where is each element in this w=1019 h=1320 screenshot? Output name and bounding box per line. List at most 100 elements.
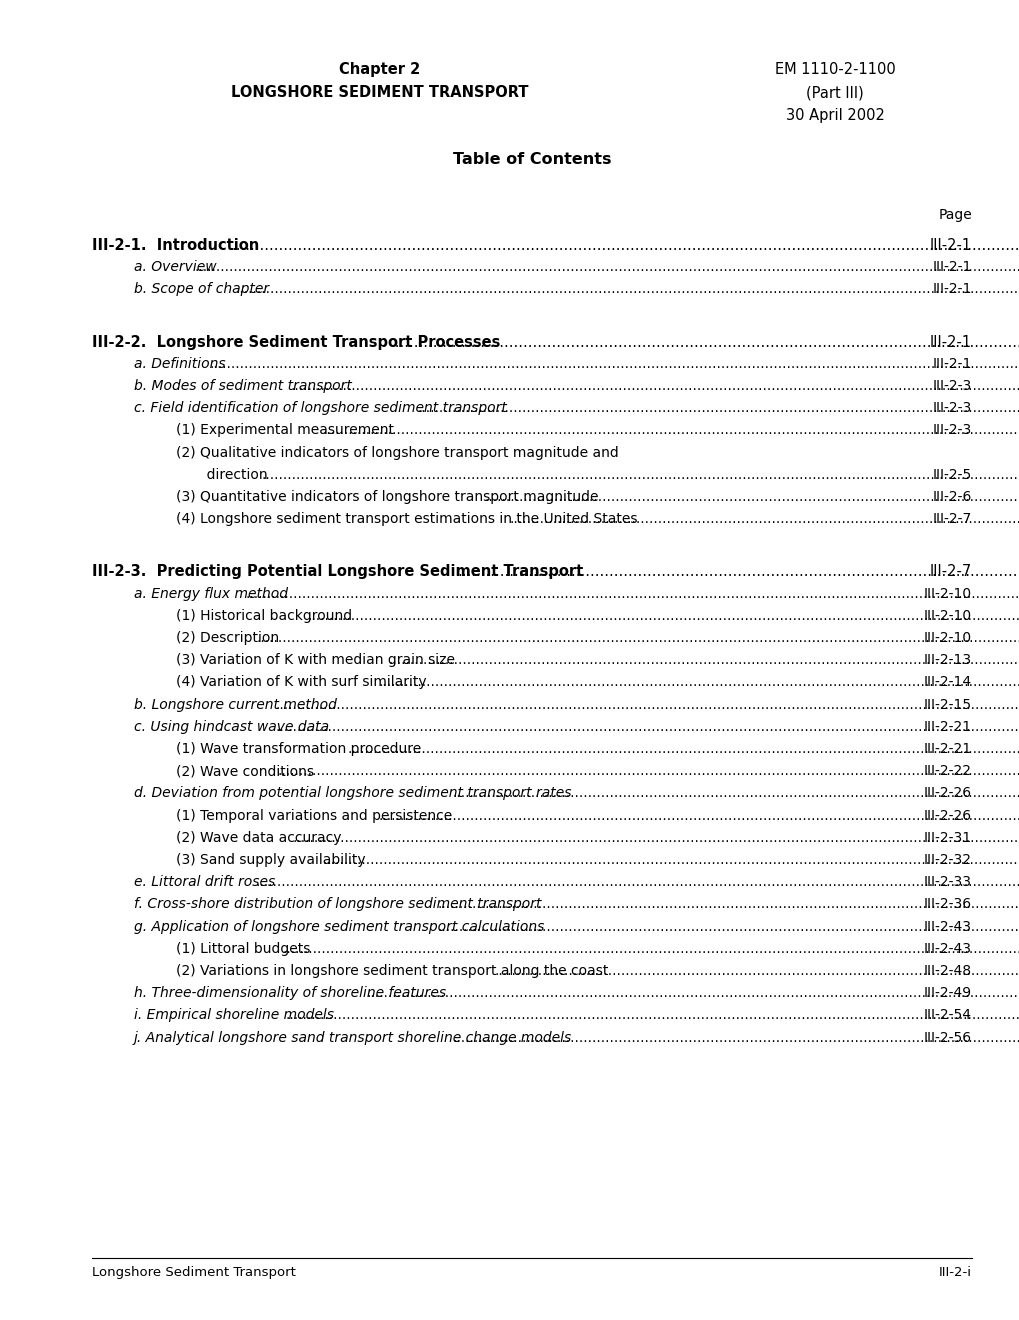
Text: (4) Longshore sediment transport estimations in the United States: (4) Longshore sediment transport estimat… [176,512,637,527]
Text: III-2-i: III-2-i [938,1266,971,1279]
Text: ................................................................................: ........................................… [452,1031,1019,1044]
Text: III-2-21: III-2-21 [923,719,971,734]
Text: III-2-31: III-2-31 [923,830,971,845]
Text: f. Cross-shore distribution of longshore sediment transport: f. Cross-shore distribution of longshore… [133,898,541,911]
Text: (2) Qualitative indicators of longshore transport magnitude and: (2) Qualitative indicators of longshore … [176,446,619,459]
Text: a. Definitions: a. Definitions [133,356,225,371]
Text: ................................................................................: ........................................… [255,875,1019,890]
Text: III-2-3: III-2-3 [931,424,971,437]
Text: III-2-48: III-2-48 [923,964,971,978]
Text: ................................................................................: ........................................… [437,898,1019,911]
Text: LONGSHORE SEDIMENT TRANSPORT: LONGSHORE SEDIMENT TRANSPORT [231,84,528,100]
Text: (1) Experimental measurement: (1) Experimental measurement [176,424,393,437]
Text: (2) Wave data accuracy: (2) Wave data accuracy [176,830,341,845]
Text: h. Three-dimensionality of shoreline features: h. Three-dimensionality of shoreline fea… [133,986,445,1001]
Text: ................................................................................: ........................................… [291,830,1019,845]
Text: III-2-3: III-2-3 [931,379,971,393]
Text: III-2-10: III-2-10 [923,586,971,601]
Text: (2) Wave conditions: (2) Wave conditions [176,764,314,779]
Text: III-2-22: III-2-22 [923,764,971,779]
Text: III-2-14: III-2-14 [923,676,971,689]
Text: ................................................................................: ........................................… [307,609,1019,623]
Text: (4) Variation of K with surf similarity: (4) Variation of K with surf similarity [176,676,426,689]
Text: ................................................................................: ........................................… [275,697,1019,711]
Text: ................................................................................: ........................................… [347,742,1019,756]
Text: Chapter 2: Chapter 2 [339,62,420,77]
Text: III-2-26: III-2-26 [923,787,971,800]
Text: ................................................................................: ........................................… [510,512,1019,527]
Text: III-2-1: III-2-1 [931,356,971,371]
Text: III-2-56: III-2-56 [923,1031,971,1044]
Text: III-2-21: III-2-21 [923,742,971,756]
Text: d. Deviation from potential longshore sediment transport rates: d. Deviation from potential longshore se… [133,787,571,800]
Text: ................................................................................: ........................................… [417,401,1019,416]
Text: ................................................................................: ........................................… [322,424,1019,437]
Text: EM 1110-2-1100: EM 1110-2-1100 [773,62,895,77]
Text: b. Modes of sediment transport: b. Modes of sediment transport [133,379,352,393]
Text: ................................................................................: ........................................… [257,631,1019,645]
Text: III-2-15: III-2-15 [923,697,971,711]
Text: direction: direction [176,467,267,482]
Text: (2) Description: (2) Description [176,631,279,645]
Text: ................................................................................: ........................................… [378,809,1019,822]
Text: III-2-1.  Introduction: III-2-1. Introduction [92,238,259,253]
Text: ................................................................................: ........................................… [378,676,1019,689]
Text: (Part III): (Part III) [805,84,863,100]
Text: (1) Wave transformation procedure: (1) Wave transformation procedure [176,742,421,756]
Text: (1) Littoral budgets: (1) Littoral budgets [176,941,310,956]
Text: 30 April 2002: 30 April 2002 [785,108,883,123]
Text: III-2-3: III-2-3 [931,401,971,416]
Text: (2) Variations in longshore sediment transport along the coast: (2) Variations in longshore sediment tra… [176,964,607,978]
Text: e. Littoral drift roses: e. Littoral drift roses [133,875,275,890]
Text: ................................................................................: ........................................… [290,379,1019,393]
Text: ................................................................................: ........................................… [452,787,1019,800]
Text: ................................................................................: ........................................… [322,853,1019,867]
Text: b. Scope of chapter: b. Scope of chapter [133,282,269,297]
Text: c. Field identification of longshore sediment transport: c. Field identification of longshore sed… [133,401,506,416]
Text: Table of Contents: Table of Contents [452,152,610,168]
Text: (3) Variation of K with median grain size: (3) Variation of K with median grain siz… [176,653,454,667]
Text: III-2-10: III-2-10 [923,631,971,645]
Text: ................................................................................: ........................................… [282,941,1019,956]
Text: i. Empirical shoreline models: i. Empirical shoreline models [133,1008,333,1023]
Text: ................................................................................: ........................................… [210,356,1019,371]
Text: ................................................................................: ........................................… [457,565,1019,579]
Text: Longshore Sediment Transport: Longshore Sediment Transport [92,1266,296,1279]
Text: (3) Quantitative indicators of longshore transport magnitude: (3) Quantitative indicators of longshore… [176,490,598,504]
Text: a. Overview: a. Overview [133,260,216,275]
Text: III-2-33: III-2-33 [923,875,971,890]
Text: Page: Page [937,209,971,222]
Text: ................................................................................: ........................................… [234,282,1019,297]
Text: III-2-6: III-2-6 [931,490,971,504]
Text: ................................................................................: ........................................… [262,467,1019,482]
Text: ................................................................................: ........................................… [388,653,1019,667]
Text: ................................................................................: ........................................… [437,920,1019,933]
Text: III-2-54: III-2-54 [923,1008,971,1023]
Text: III-2-1: III-2-1 [929,238,971,253]
Text: ................................................................................: ........................................… [285,1008,1019,1023]
Text: j. Analytical longshore sand transport shoreline change models: j. Analytical longshore sand transport s… [133,1031,572,1044]
Text: ................................................................................: ........................................… [245,586,1019,601]
Text: III-2-26: III-2-26 [923,809,971,822]
Text: c. Using hindcast wave data: c. Using hindcast wave data [133,719,329,734]
Text: III-2-13: III-2-13 [923,653,971,667]
Text: ................................................................................: ........................................… [484,490,1019,504]
Text: a. Energy flux method: a. Energy flux method [133,586,287,601]
Text: III-2-1: III-2-1 [931,282,971,297]
Text: ................................................................................: ........................................… [231,238,1019,253]
Text: III-2-2.  Longshore Sediment Transport Processes: III-2-2. Longshore Sediment Transport Pr… [92,334,500,350]
Text: ................................................................................: ........................................… [195,260,1019,275]
Text: ................................................................................: ........................................… [494,964,1019,978]
Text: III-2-10: III-2-10 [923,609,971,623]
Text: (3) Sand supply availability: (3) Sand supply availability [176,853,365,867]
Text: b. Longshore current method: b. Longshore current method [133,697,336,711]
Text: (1) Historical background: (1) Historical background [176,609,352,623]
Text: III-2-7: III-2-7 [931,512,971,527]
Text: III-2-1: III-2-1 [929,334,971,350]
Text: III-2-43: III-2-43 [923,941,971,956]
Text: III-2-36: III-2-36 [923,898,971,911]
Text: g. Application of longshore sediment transport calculations: g. Application of longshore sediment tra… [133,920,544,933]
Text: (1) Temporal variations and persistence: (1) Temporal variations and persistence [176,809,451,822]
Text: ................................................................................: ........................................… [389,334,1019,350]
Text: III-2-1: III-2-1 [931,260,971,275]
